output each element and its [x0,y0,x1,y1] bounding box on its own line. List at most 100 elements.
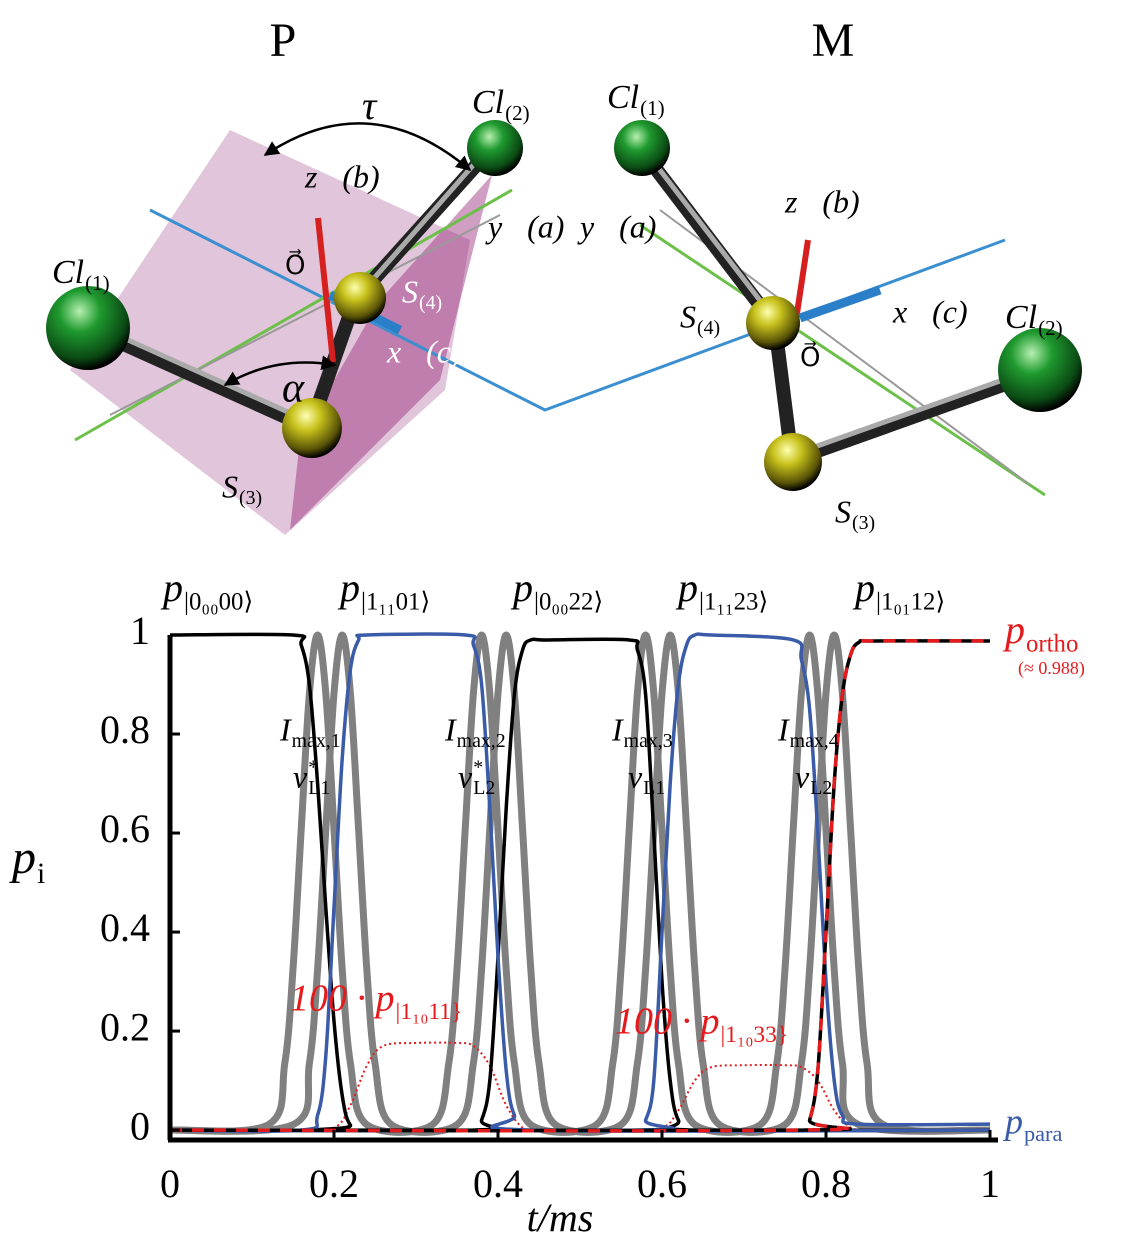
line [170,635,990,1132]
label-sub: max,1 [292,730,341,752]
label-main: p [675,565,698,610]
label-sub: |1₀₁12⟩ [876,589,945,616]
molecule-illustration: P M [46,14,1082,535]
x-axis-rod [800,290,880,318]
label-main: Cl [472,84,504,121]
atom [998,328,1082,412]
label-sub: (4) [697,317,720,339]
label: S(3) [835,493,875,534]
label-main: S [402,273,418,309]
x-tick-label: 0.8 [801,1161,851,1206]
y-tick-label: 1 [130,608,150,653]
label: Cl(2) [472,84,530,125]
label-sub: max,3 [624,730,673,752]
atom [334,272,386,324]
label: τ [362,83,378,128]
atom [764,433,822,491]
label-main: ν [293,758,308,794]
atom [467,120,523,176]
label-main: S [835,493,851,529]
axis-line [640,225,1045,495]
label-main: Cl [607,79,639,116]
label: p|1₀₁12⟩ [852,565,945,616]
label-main: p [9,831,36,884]
panel-title: M [812,14,855,67]
label-main: α [282,366,305,412]
label: z⃗(b) [784,183,860,219]
label-main: 100 · p [290,978,395,1020]
label-main: y⃗(a) [485,208,564,244]
label: p|0₀₀22⟩ [510,565,603,616]
label-main: (≈ 0.988) [1018,658,1085,679]
label: Cl(2) [1005,299,1063,340]
label-sub: (1) [85,271,110,295]
label: x⃗(c) [892,293,968,329]
y-tick-label: 0.8 [100,707,150,752]
label-sub: |1₁₀11} [396,999,463,1025]
label-sub: L1 [308,777,330,799]
y-tick-label: 0.6 [100,806,150,851]
label-sub: (3) [852,512,875,534]
x-tick-label: 1 [980,1161,1000,1206]
label-sub: |1₁₀33} [721,1022,789,1048]
y-tick-label: 0.2 [100,1004,150,1049]
label: Cl(1) [607,79,665,120]
label-main: I [777,711,790,747]
panel-title: P [270,14,297,67]
label-main: p [852,565,875,610]
x-tick-label: 0.2 [309,1161,359,1206]
label: Cl(1) [52,254,110,295]
label-sub: |1₁₁23⟩ [699,589,768,616]
label-sub: (1) [640,96,665,120]
label-sup: * [308,756,318,778]
label-main: p [160,565,183,610]
label-sub: ortho [1026,631,1078,658]
label-sub: (4) [419,292,442,314]
label: p|0₀₀00⟩ [160,565,253,616]
label-main: y⃗(a) [577,208,656,244]
label-main: z⃗(b) [304,158,380,194]
label-main: ν [628,758,643,794]
label-sub: |1₁₁01⟩ [361,589,430,616]
label-main: Cl [1005,299,1037,336]
figure: P M τCl(2)z⃗(b)y⃗(a)Cl(1)O⃗S(4)x⃗(c)αS(3… [0,0,1130,1249]
label-main: x⃗(c) [892,293,968,329]
label-main: I [611,711,624,747]
label-sub: max,2 [457,730,506,752]
label: y⃗(a) [485,208,564,244]
label-sub: para [1024,1121,1062,1146]
x-tick-label: 0 [160,1161,180,1206]
label: x⃗(c) [386,333,462,369]
label: O⃗ [285,249,305,280]
label-main: S [680,298,696,334]
label: α [282,366,305,412]
line [621,1065,867,1130]
label: Imax,4 [777,711,839,752]
label-main: O⃗ [800,341,820,372]
label-sub: (3) [239,487,262,509]
label-main: I [444,711,457,747]
label-sub: (2) [1038,316,1063,340]
label-main: ν [458,758,473,794]
label-sub: L1 [643,777,665,799]
label: O⃗ [800,341,820,372]
label-sub: L2 [473,777,495,799]
label-sub: (2) [505,101,530,125]
label-main: x⃗(c) [386,333,462,369]
label-sub: |0₀₀22⟩ [534,589,603,616]
label-sub: L2 [810,777,832,799]
label: 100 · p|1₁₀11} [290,978,462,1025]
x-axis-label: t/ms [527,1195,594,1240]
atom [746,296,800,350]
label-main: S [222,468,238,504]
label-sub: |0₀₀00⟩ [184,589,253,616]
label-main: I [279,711,292,747]
atom [614,120,670,176]
label-main: Cl [52,254,84,291]
label: (≈ 0.988) [1018,658,1085,679]
label-main: p [1002,1101,1023,1141]
label-main: z⃗(b) [784,183,860,219]
y-tick-label: 0 [130,1103,150,1148]
